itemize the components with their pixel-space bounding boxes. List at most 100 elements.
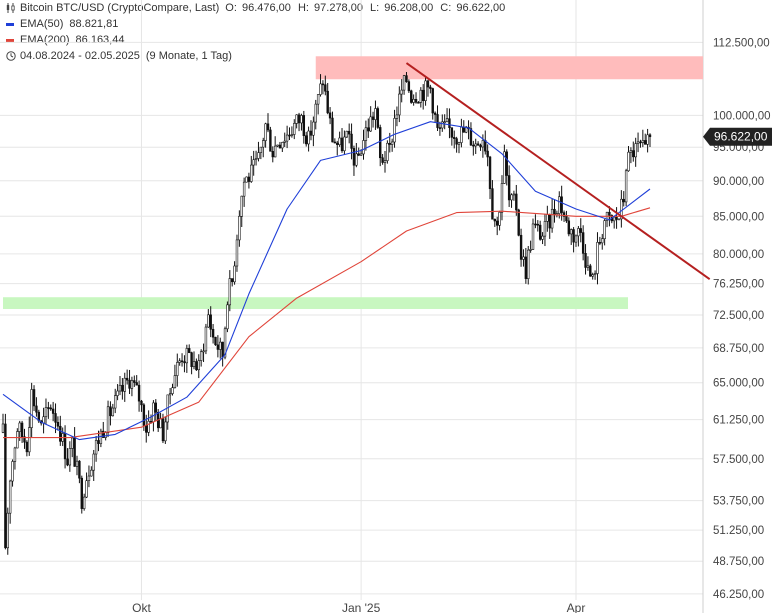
x-tick-label: Jan '25: [342, 601, 381, 613]
candle-body: [617, 218, 621, 221]
candle: [269, 126, 272, 152]
candle-body: [295, 114, 298, 124]
candle: [183, 355, 186, 373]
candle: [262, 137, 265, 158]
candle: [620, 190, 623, 228]
candle: [639, 139, 642, 148]
candle: [28, 416, 31, 456]
candle: [264, 122, 267, 148]
candle: [159, 412, 162, 429]
candle: [73, 427, 76, 467]
candle: [13, 446, 17, 470]
candle-body: [448, 118, 451, 128]
candle: [546, 205, 549, 232]
candle: [271, 146, 274, 163]
candle-body: [35, 405, 38, 413]
candle: [11, 459, 14, 487]
candle-body: [47, 407, 50, 409]
candlestick-icon: [6, 3, 15, 13]
candle: [357, 147, 360, 157]
y-tick-label: 68.750,00: [713, 343, 764, 355]
candle: [519, 228, 523, 267]
candle-body: [414, 99, 418, 103]
candle-body: [238, 216, 241, 241]
candle-body: [216, 344, 220, 350]
candle-body: [598, 242, 602, 244]
candle-body: [379, 127, 382, 159]
candle-body: [426, 80, 430, 88]
candle-body: [457, 142, 461, 145]
candle: [111, 403, 115, 417]
candle-body: [407, 81, 411, 92]
candle: [56, 416, 60, 431]
candle-body: [410, 90, 413, 103]
candle: [164, 416, 167, 444]
candle-body: [223, 328, 227, 358]
candle: [433, 111, 437, 123]
candle: [106, 400, 110, 438]
candle: [204, 323, 208, 355]
candle-body: [185, 348, 189, 364]
candle: [185, 344, 189, 373]
candle-body: [133, 380, 136, 383]
candle: [281, 141, 284, 153]
candle: [147, 410, 150, 437]
candle: [285, 125, 289, 149]
candle-body: [321, 83, 325, 86]
candle-body: [290, 134, 294, 136]
candle-body: [54, 413, 57, 423]
candle-body: [59, 425, 62, 442]
candle-body: [393, 118, 396, 143]
candle: [541, 232, 544, 245]
candle-body: [636, 141, 640, 144]
candle-body: [622, 198, 625, 203]
candle: [565, 210, 568, 223]
candle: [66, 448, 69, 467]
candle: [636, 132, 640, 153]
candle-body: [417, 102, 420, 104]
candle-body: [577, 228, 580, 237]
candle: [524, 247, 528, 284]
candle: [462, 120, 465, 133]
candle-body: [168, 393, 172, 396]
candle: [419, 87, 423, 108]
candle: [646, 128, 649, 153]
candle: [445, 108, 449, 123]
candle-body: [102, 430, 105, 438]
last-price-tag: [703, 127, 772, 146]
candle-body: [285, 134, 289, 142]
candle-body: [180, 360, 184, 363]
candle-body: [421, 89, 425, 101]
candle-body: [648, 134, 652, 138]
candle: [543, 213, 547, 247]
candle-body: [438, 127, 442, 129]
candle: [293, 119, 296, 140]
candle: [276, 144, 279, 148]
candle-body: [305, 135, 308, 145]
candle: [603, 219, 606, 246]
candle: [278, 141, 282, 149]
candle: [417, 101, 420, 104]
candle-body: [226, 304, 229, 330]
candle-body: [152, 402, 155, 423]
candle-body: [18, 422, 21, 432]
candle: [527, 246, 530, 285]
candle-body: [536, 223, 539, 226]
candle: [30, 382, 33, 438]
candle-body: [455, 138, 458, 145]
candle: [307, 126, 310, 152]
candle: [230, 278, 234, 287]
candle-body: [51, 408, 55, 414]
candle-body: [488, 156, 492, 189]
candle: [414, 92, 418, 104]
candle-body: [188, 348, 191, 353]
candle-body: [219, 341, 222, 350]
candle: [197, 354, 200, 379]
candle-body: [104, 432, 107, 438]
ema200-line: [3, 207, 651, 439]
candle: [505, 149, 508, 186]
candle-body: [644, 140, 647, 145]
candle-body: [369, 116, 372, 132]
candle: [242, 177, 246, 207]
